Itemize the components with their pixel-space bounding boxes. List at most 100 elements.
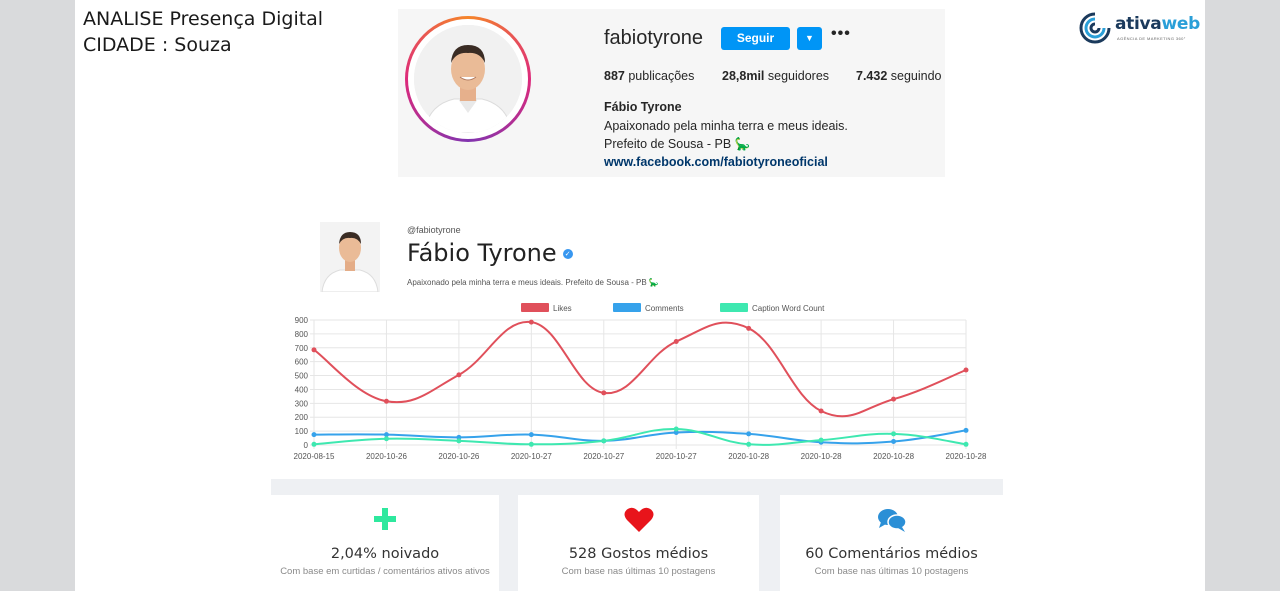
profile-name: Fábio Tyrone ✓ xyxy=(407,239,573,267)
chevron-down-icon: ▼ xyxy=(805,33,814,43)
x-tick-label: 2020-10-28 xyxy=(801,452,842,461)
y-tick-label: 500 xyxy=(295,372,309,381)
data-point xyxy=(456,434,462,440)
data-point xyxy=(528,319,534,325)
data-point xyxy=(383,398,389,404)
x-tick-label: 2020-10-27 xyxy=(511,452,552,461)
bio-line-2: Prefeito de Sousa - PB 🦕 xyxy=(604,137,751,151)
ativaweb-logo: ativaweb AGÊNCIA DE MARKETING 360° xyxy=(1077,10,1200,46)
data-point xyxy=(818,408,824,414)
x-tick-label: 2020-08-15 xyxy=(294,452,335,461)
legend-swatch xyxy=(720,303,748,312)
logo-swirl-icon xyxy=(1079,12,1111,44)
engagement-caption: Com base em curtidas / comentários ativo… xyxy=(280,566,490,577)
website-link[interactable]: www.facebook.com/fabiotyroneoficial xyxy=(604,155,828,169)
legend-label: Likes xyxy=(553,304,572,313)
y-tick-label: 0 xyxy=(304,441,309,450)
data-point xyxy=(456,438,462,444)
following-stat[interactable]: 7.432 seguindo xyxy=(856,69,942,83)
data-point xyxy=(891,396,897,402)
data-point xyxy=(601,438,607,444)
followers-stat[interactable]: 28,8mil seguidores xyxy=(722,69,830,83)
data-point xyxy=(963,367,969,373)
data-point xyxy=(963,441,969,447)
y-tick-label: 300 xyxy=(295,399,309,408)
posts-stat[interactable]: 887 publicações xyxy=(604,69,695,83)
data-point xyxy=(673,426,679,432)
avg-likes-value: 528 Gostos médios xyxy=(568,546,709,562)
y-tick-label: 800 xyxy=(295,330,309,339)
report-title: ANALISE Presença Digital CIDADE : Souza xyxy=(83,6,323,58)
y-tick-label: 200 xyxy=(295,413,309,422)
y-tick-label: 900 xyxy=(295,316,309,325)
data-point xyxy=(746,325,752,331)
x-tick-label: 2020-10-26 xyxy=(366,452,407,461)
x-tick-label: 2020-10-26 xyxy=(438,452,479,461)
legend-label: Comments xyxy=(645,304,684,313)
data-point xyxy=(891,431,897,437)
data-point xyxy=(311,432,317,438)
series-line-likes xyxy=(313,321,967,418)
profile-handle: @fabiotyrone xyxy=(407,225,461,235)
y-tick-label: 400 xyxy=(295,385,309,394)
x-tick-label: 2020-10-28 xyxy=(728,452,769,461)
data-point xyxy=(383,436,389,442)
avg-comments-caption: Com base nas últimas 10 postagens xyxy=(814,566,969,577)
data-point xyxy=(311,441,317,447)
plus-icon xyxy=(374,508,396,530)
y-tick-label: 600 xyxy=(295,358,309,367)
profile-bio: Apaixonado pela minha terra e meus ideai… xyxy=(407,278,659,287)
data-point xyxy=(383,432,389,438)
report-title-line2: CIDADE : Souza xyxy=(83,34,232,56)
report-slide: ANALISE Presença Digital CIDADE : Souza … xyxy=(75,0,1205,591)
data-point xyxy=(673,430,679,435)
y-tick-label: 700 xyxy=(295,344,309,353)
legend-label: Caption Word Count xyxy=(752,304,825,313)
engagement-value: 2,04% noivado xyxy=(330,546,440,562)
data-point xyxy=(746,431,752,437)
heart-icon xyxy=(624,507,653,532)
x-tick-label: 2020-10-28 xyxy=(946,452,987,461)
avg-likes-card: 528 Gostos médios Com base nas últimas 1… xyxy=(518,495,759,591)
y-tick-label: 100 xyxy=(295,427,309,436)
story-ring[interactable] xyxy=(405,16,531,142)
avg-likes-caption: Com base nas últimas 10 postagens xyxy=(561,566,716,577)
profile-avatar xyxy=(414,25,522,133)
data-point xyxy=(673,339,679,345)
avg-comments-value: 60 Comentários médios xyxy=(805,546,978,562)
legend-swatch xyxy=(613,303,641,312)
x-tick-label: 2020-10-27 xyxy=(583,452,624,461)
report-title-line1: ANALISE Presença Digital xyxy=(83,8,324,30)
suggestions-dropdown-button[interactable]: ▼ xyxy=(797,27,822,50)
speech-bubbles-icon xyxy=(877,509,907,532)
analytics-profile-header: @fabiotyrone Fábio Tyrone ✓ Apaixonado pe… xyxy=(320,222,820,292)
data-point xyxy=(456,372,462,378)
data-point xyxy=(601,390,607,396)
logo-tagline: AGÊNCIA DE MARKETING 360° xyxy=(1117,36,1186,41)
instagram-profile-screenshot: fabiotyrone Seguir ▼ ••• 887 publicações… xyxy=(398,9,945,177)
logo-wordmark: ativaweb xyxy=(1115,14,1200,34)
data-point xyxy=(311,347,317,353)
more-options-icon[interactable]: ••• xyxy=(831,25,851,42)
data-point xyxy=(746,441,752,447)
engagement-card: 2,04% noivado Com base em curtidas / com… xyxy=(271,495,499,591)
data-point xyxy=(818,437,824,443)
engagement-line-chart: 0 100 200 300 400 500 600 700 800 900 2020-08-15 20… xyxy=(294,303,987,461)
data-point xyxy=(891,439,897,445)
instagram-username: fabiotyrone xyxy=(604,27,703,49)
follow-button[interactable]: Seguir xyxy=(721,27,790,50)
legend-swatch xyxy=(521,303,549,312)
display-name: Fábio Tyrone xyxy=(604,100,682,114)
data-point xyxy=(528,432,534,438)
avg-comments-card: 60 Comentários médios Com base nas últim… xyxy=(780,495,1003,591)
bio-line-1: Apaixonado pela minha terra e meus ideai… xyxy=(604,119,848,133)
data-point xyxy=(528,441,534,447)
profile-photo xyxy=(320,222,380,292)
x-tick-label: 2020-10-27 xyxy=(656,452,697,461)
verified-badge-icon: ✓ xyxy=(562,249,573,259)
series-line-caption-word-count xyxy=(313,428,967,446)
x-tick-label: 2020-10-28 xyxy=(873,452,914,461)
data-point xyxy=(963,427,969,433)
metrics-panel: 2,04% noivado Com base em curtidas / com… xyxy=(271,479,1003,591)
series-line-comments xyxy=(313,429,967,445)
